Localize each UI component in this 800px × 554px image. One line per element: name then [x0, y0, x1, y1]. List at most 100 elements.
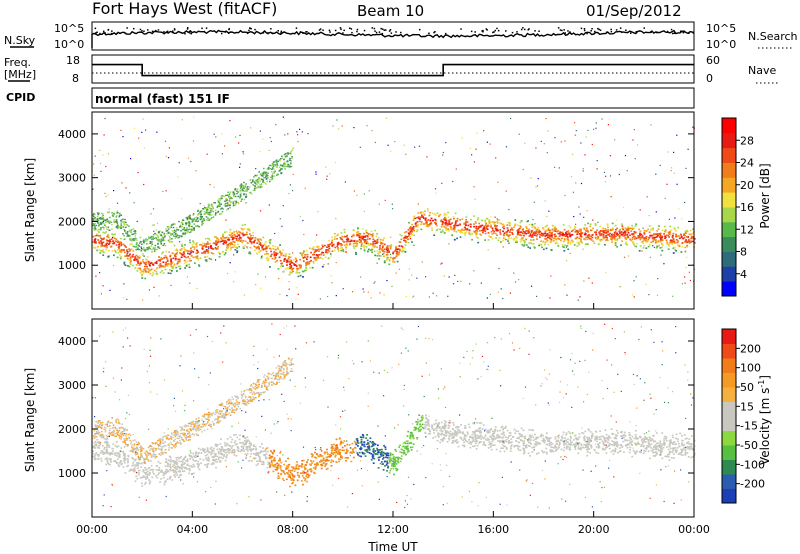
scatter-point: [176, 459, 178, 461]
scatter-point: [163, 243, 166, 245]
scatter-point: [101, 243, 103, 246]
scatter-point: [534, 234, 536, 236]
scatter-point: [590, 229, 593, 232]
noise-search-point: [625, 29, 627, 31]
scatter-point: [192, 219, 195, 221]
colorbar-swatch: [722, 221, 736, 238]
scatter-point: [674, 241, 677, 244]
scatter-point: [271, 163, 274, 165]
scatter-point: [620, 231, 622, 234]
scatter-point: [323, 264, 325, 266]
scatter-point: [565, 230, 568, 233]
scatter-point: [275, 161, 278, 163]
scatter-point: [248, 252, 250, 255]
scatter-point: [495, 157, 497, 159]
scatter-point: [126, 465, 128, 468]
scatter-point: [621, 223, 623, 225]
scatter-point: [454, 222, 457, 224]
noise-search-point: [380, 27, 382, 30]
scatter-point: [379, 247, 381, 249]
scatter-point: [600, 233, 603, 235]
scatter-point: [383, 248, 386, 251]
scatter-point: [156, 131, 158, 133]
scatter-point: [527, 246, 530, 248]
scatter-point: [184, 267, 186, 269]
scatter-point: [160, 242, 162, 245]
scatter-point: [659, 236, 661, 239]
scatter-point: [350, 239, 353, 242]
scatter-point: [627, 255, 630, 257]
scatter-point: [564, 239, 567, 242]
scatter-point: [217, 201, 220, 203]
scatter-point: [289, 256, 292, 259]
scatter-point: [227, 191, 229, 193]
scatter-point: [287, 152, 290, 155]
scatter-point: [182, 223, 184, 225]
scatter-point: [113, 242, 116, 244]
scatter-point: [160, 233, 162, 235]
scatter-point: [507, 229, 509, 232]
scatter-point: [604, 440, 607, 443]
scatter-point: [107, 153, 110, 155]
scatter-point: [126, 265, 129, 267]
scatter-point: [422, 217, 425, 219]
scatter-point: [592, 240, 595, 242]
scatter-point: [220, 238, 223, 240]
scatter-point: [178, 460, 181, 463]
scatter-point: [100, 250, 102, 252]
scatter-point: [188, 222, 191, 224]
scatter-point: [505, 231, 508, 233]
scatter-point: [605, 235, 607, 238]
scatter-point: [192, 251, 195, 253]
scatter-point: [647, 430, 650, 432]
scatter-point: [120, 221, 123, 223]
scatter-point: [502, 224, 505, 226]
scatter-point: [120, 129, 122, 131]
scatter-point: [482, 443, 485, 446]
scatter-point: [141, 131, 143, 133]
scatter-point: [336, 451, 339, 454]
scatter-point: [475, 236, 478, 238]
scatter-point: [326, 175, 328, 177]
scatter-point: [554, 225, 556, 228]
scatter-point: [529, 247, 531, 249]
scatter-point: [372, 233, 374, 235]
noise-search-point: [141, 30, 143, 32]
scatter-point: [691, 447, 694, 450]
scatter-point: [329, 173, 331, 175]
scatter-point: [109, 216, 111, 219]
scatter-point: [166, 226, 169, 228]
scatter-point: [150, 269, 152, 271]
scatter-point: [453, 435, 456, 437]
scatter-point: [575, 441, 578, 444]
scatter-point: [656, 233, 659, 236]
scatter-point: [171, 233, 174, 235]
scatter-point: [569, 243, 572, 245]
scatter-point: [144, 250, 146, 252]
freq-tick-18: 18: [66, 54, 80, 67]
scatter-point: [488, 221, 491, 223]
scatter-point: [124, 264, 127, 266]
scatter-point: [234, 204, 236, 206]
scatter-point: [111, 250, 114, 252]
scatter-point: [270, 255, 272, 257]
scatter-point: [445, 227, 448, 230]
scatter-point: [352, 456, 355, 459]
scatter-point: [143, 183, 145, 186]
scatter-point: [124, 230, 126, 232]
scatter-point: [363, 245, 366, 247]
scatter-point: [271, 175, 274, 177]
scatter-point: [581, 241, 583, 244]
scatter-point: [216, 248, 219, 250]
scatter-point: [195, 245, 198, 248]
scatter-point: [371, 247, 374, 250]
station-title: Fort Hays West (fitACF): [92, 0, 277, 18]
scatter-point: [140, 246, 142, 248]
scatter-point: [335, 295, 337, 297]
scatter-point: [181, 225, 183, 227]
scatter-point: [238, 239, 241, 241]
scatter-point: [563, 246, 565, 249]
scatter-point: [130, 256, 132, 258]
scatter-point: [546, 234, 549, 237]
scatter-point: [244, 240, 247, 243]
